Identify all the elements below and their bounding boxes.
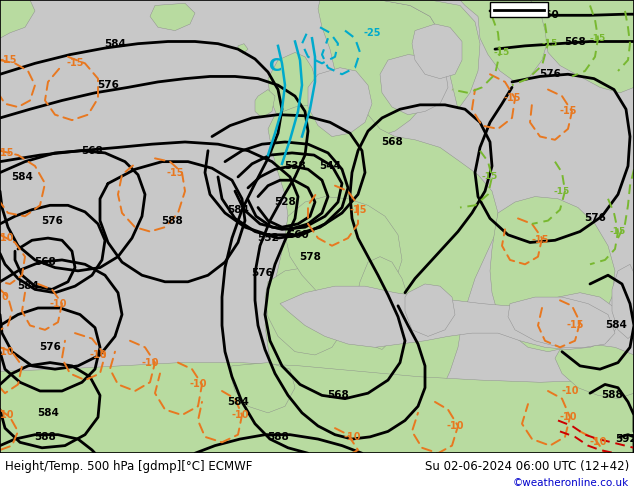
- Text: -15: -15: [566, 320, 584, 330]
- Polygon shape: [380, 54, 448, 115]
- Text: -10: -10: [141, 358, 158, 368]
- Text: 588: 588: [161, 216, 183, 225]
- Text: 576: 576: [41, 216, 63, 225]
- Text: 576: 576: [539, 69, 561, 79]
- Text: Height/Temp. 500 hPa [gdmp][°C] ECMWF: Height/Temp. 500 hPa [gdmp][°C] ECMWF: [5, 460, 252, 473]
- Text: -10: -10: [49, 298, 67, 309]
- Text: -10: -10: [0, 410, 14, 420]
- Text: -10: -10: [589, 438, 607, 447]
- Text: -10: -10: [559, 412, 577, 422]
- Text: -15: -15: [494, 48, 510, 57]
- Text: 584: 584: [227, 205, 249, 215]
- Text: -15: -15: [542, 39, 558, 48]
- Text: 0: 0: [2, 292, 8, 302]
- Polygon shape: [370, 0, 480, 109]
- Polygon shape: [0, 0, 35, 38]
- Text: 584: 584: [37, 408, 59, 418]
- Text: 538: 538: [284, 161, 306, 171]
- Text: -10: -10: [89, 350, 107, 360]
- Text: 568: 568: [34, 257, 56, 267]
- Polygon shape: [0, 363, 634, 453]
- Text: -10: -10: [561, 386, 579, 396]
- Polygon shape: [355, 257, 408, 349]
- Text: -15: -15: [349, 205, 366, 215]
- Text: 576: 576: [251, 268, 273, 278]
- Text: 584: 584: [605, 320, 627, 330]
- Text: 576: 576: [97, 80, 119, 90]
- Text: -10: -10: [190, 379, 207, 390]
- Polygon shape: [405, 284, 455, 337]
- Text: ©weatheronline.co.uk: ©weatheronline.co.uk: [513, 478, 629, 488]
- Text: -15: -15: [590, 34, 606, 43]
- Text: 592: 592: [615, 434, 634, 444]
- Text: 584: 584: [17, 281, 39, 291]
- Polygon shape: [412, 24, 462, 78]
- Polygon shape: [150, 3, 195, 30]
- Text: -10: -10: [0, 347, 14, 357]
- Polygon shape: [255, 90, 275, 118]
- Polygon shape: [238, 44, 248, 53]
- Text: 588: 588: [601, 391, 623, 400]
- Polygon shape: [612, 264, 634, 339]
- Polygon shape: [460, 0, 550, 82]
- Text: Su 02-06-2024 06:00 UTC (12+42): Su 02-06-2024 06:00 UTC (12+42): [425, 460, 629, 473]
- Text: 568: 568: [564, 36, 586, 47]
- Bar: [490, 2, 548, 18]
- Text: 584: 584: [11, 172, 33, 182]
- Text: 568: 568: [327, 391, 349, 400]
- Polygon shape: [230, 363, 295, 413]
- Text: -15: -15: [66, 58, 84, 68]
- Text: -15: -15: [166, 168, 184, 177]
- Text: -15: -15: [482, 172, 498, 181]
- Text: 560: 560: [287, 230, 309, 240]
- Polygon shape: [0, 0, 634, 453]
- Text: 584: 584: [104, 39, 126, 49]
- Text: 568: 568: [81, 146, 103, 156]
- Polygon shape: [530, 0, 634, 93]
- Text: -15: -15: [610, 227, 626, 236]
- Text: -15: -15: [503, 93, 521, 103]
- Text: -15: -15: [531, 235, 549, 245]
- Text: -15: -15: [0, 55, 16, 65]
- Polygon shape: [308, 68, 372, 137]
- Text: -25: -25: [363, 28, 381, 38]
- Text: -10: -10: [343, 432, 361, 442]
- Text: -15: -15: [559, 106, 577, 117]
- Text: 544: 544: [319, 161, 341, 171]
- Text: 528: 528: [274, 197, 296, 207]
- Text: 576: 576: [584, 214, 606, 223]
- Polygon shape: [490, 196, 615, 352]
- Polygon shape: [265, 268, 348, 355]
- Text: -10: -10: [0, 233, 14, 243]
- Polygon shape: [318, 0, 445, 137]
- Text: 568: 568: [381, 137, 403, 147]
- Polygon shape: [336, 78, 360, 104]
- Text: 588: 588: [267, 432, 289, 442]
- Text: -10: -10: [231, 410, 249, 420]
- Text: 578: 578: [299, 252, 321, 262]
- Polygon shape: [280, 286, 618, 349]
- Polygon shape: [555, 344, 634, 399]
- Text: 560: 560: [537, 10, 559, 20]
- Text: 588: 588: [34, 432, 56, 442]
- Polygon shape: [508, 297, 615, 347]
- Polygon shape: [268, 52, 318, 129]
- Text: C: C: [268, 56, 281, 74]
- Text: 552: 552: [257, 233, 279, 243]
- Text: 576: 576: [39, 343, 61, 352]
- Text: -10: -10: [446, 421, 463, 431]
- Polygon shape: [265, 93, 498, 445]
- Polygon shape: [285, 196, 402, 306]
- Text: 584: 584: [227, 397, 249, 407]
- Text: -15: -15: [0, 148, 14, 158]
- Text: -15: -15: [554, 187, 570, 196]
